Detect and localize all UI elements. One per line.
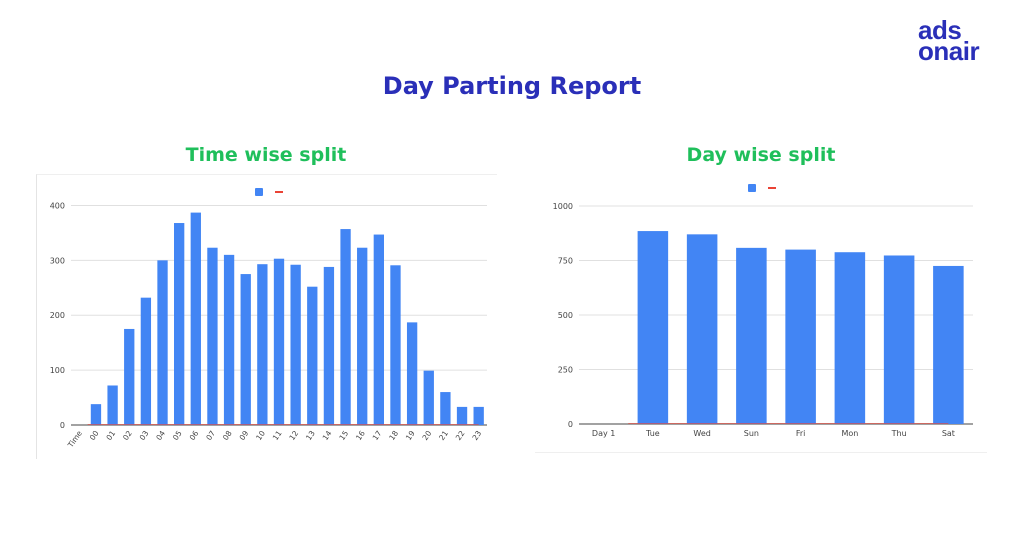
logo-line-1: ads — [918, 15, 962, 45]
time-chart-bar — [307, 286, 318, 425]
time-chart-bar — [440, 392, 451, 425]
day-chart-legend-swatch-2 — [768, 187, 776, 189]
time-chart-x-tick-label: 12 — [287, 429, 300, 442]
day-chart-x-tick-label: Wed — [693, 429, 710, 438]
day-chart-x-tick-label: Mon — [841, 429, 858, 438]
time-chart-x-tick-label: 17 — [371, 429, 384, 442]
time-chart-x-tick-label: 04 — [154, 429, 167, 442]
day-wise-split-chart: 0 250 500 750 1000 Day 1 Tue Wed Sun Fri Mon Thu Sat — [553, 184, 973, 438]
time-chart-x-tick-label: 05 — [171, 429, 184, 442]
day-chart-x-tick-label: Fri — [796, 429, 806, 438]
time-chart-x-tick-label: 08 — [221, 429, 234, 442]
day-chart-y-tick-label: 1000 — [553, 202, 573, 211]
day-chart-y-tick-label: 250 — [558, 366, 573, 375]
time-chart-bar — [223, 254, 235, 425]
time-chart-x-tick-label: Time — [65, 429, 84, 450]
time-chart-y-tick-label: 200 — [50, 311, 65, 320]
day-chart-bar — [736, 247, 767, 424]
time-chart-x-tick-label: 20 — [421, 429, 434, 442]
day-chart-x-tick-label: Tue — [645, 429, 660, 438]
time-chart-x-tick-label: 18 — [387, 429, 400, 442]
time-chart-bar — [290, 264, 301, 425]
time-chart-y-tick-label: 0 — [60, 421, 65, 430]
time-chart-bar — [357, 247, 368, 425]
chart-title-day: Day wise split — [686, 144, 836, 166]
report-title: Day Parting Report — [382, 72, 642, 100]
time-chart-bar — [340, 229, 351, 425]
time-chart-y-tick-label: 300 — [50, 256, 65, 265]
day-chart-bar — [637, 231, 669, 424]
time-chart-bar — [124, 328, 135, 425]
day-chart-y-tick-label: 0 — [568, 420, 573, 429]
day-chart-y-tick-label: 750 — [558, 257, 573, 266]
time-chart-bar — [456, 406, 468, 425]
time-chart-x-tick-label: 21 — [437, 429, 450, 442]
time-chart-bar — [240, 274, 251, 425]
time-chart-bar — [157, 260, 168, 425]
time-chart-bar — [406, 322, 418, 425]
time-chart-bar — [423, 370, 434, 425]
chart-title-time: Time wise split — [185, 144, 347, 166]
day-chart-legend-swatch-1 — [748, 184, 756, 192]
day-chart-bar — [883, 255, 915, 424]
day-chart-x-tick-label: Thu — [891, 429, 907, 438]
time-chart-x-tick-label: 00 — [88, 429, 101, 442]
time-chart-bar — [473, 406, 484, 425]
time-chart-x-tick-label: 15 — [337, 429, 350, 442]
day-chart-bar — [785, 249, 816, 424]
time-chart-bar — [107, 385, 118, 425]
day-chart-y-tick-label: 500 — [558, 311, 573, 320]
time-chart-x-tick-label: 01 — [104, 429, 117, 442]
day-chart-x-tick-label: Day 1 — [592, 429, 615, 438]
time-chart-x-tick-label: 02 — [121, 429, 134, 442]
day-chart-x-tick-label: Sun — [744, 429, 759, 438]
time-chart-x-tick-label: 10 — [254, 429, 267, 442]
time-chart-x-tick-label: 13 — [304, 429, 317, 442]
time-chart-x-tick-label: 16 — [354, 429, 367, 442]
time-chart-bar — [273, 258, 285, 425]
time-chart-bar — [323, 266, 335, 425]
logo-line-2: onair — [918, 36, 980, 66]
day-chart-panel: 0 250 500 750 1000 Day 1 Tue Wed Sun Fri Mon Thu Sat — [535, 172, 987, 453]
time-chart-legend-swatch-1 — [255, 188, 263, 196]
time-chart-bar — [190, 212, 201, 425]
time-chart-panel: 0 100 200 300 400 Time 00 01 02 03 04 05 06 07 08 09 10 1… — [36, 174, 497, 459]
time-chart-bar — [90, 404, 102, 425]
time-chart-x-tick-label: 22 — [454, 429, 467, 442]
day-chart-bar — [686, 234, 718, 424]
time-chart-x-tick-label: 07 — [204, 429, 217, 442]
time-chart-x-tick-label: 09 — [238, 429, 251, 442]
time-chart-x-tick-label: 19 — [404, 429, 417, 442]
time-chart-x-tick-label: 11 — [271, 429, 284, 442]
time-chart-bar — [207, 247, 218, 425]
time-chart-bar — [257, 264, 268, 425]
time-chart-bar — [140, 297, 152, 425]
time-chart-x-tick-label: 03 — [138, 429, 151, 442]
time-chart-y-tick-label: 100 — [50, 366, 65, 375]
time-chart-legend-swatch-2 — [275, 191, 283, 193]
time-chart-bar — [373, 234, 384, 425]
time-chart-x-tick-label: 23 — [470, 429, 483, 442]
time-chart-bar — [174, 223, 185, 425]
time-chart-x-tick-label: 14 — [321, 429, 334, 442]
time-chart-x-tick-label: 06 — [188, 429, 201, 442]
adsonair-logo: ads onair — [918, 15, 980, 66]
day-chart-x-tick-label: Sat — [942, 429, 955, 438]
time-wise-split-chart: 0 100 200 300 400 Time 00 01 02 03 04 05 06 07 08 09 10 1… — [50, 188, 487, 450]
time-chart-y-tick-label: 400 — [50, 201, 65, 210]
day-chart-bar — [933, 265, 964, 424]
time-chart-bar — [390, 265, 401, 425]
day-chart-bar — [834, 252, 866, 424]
